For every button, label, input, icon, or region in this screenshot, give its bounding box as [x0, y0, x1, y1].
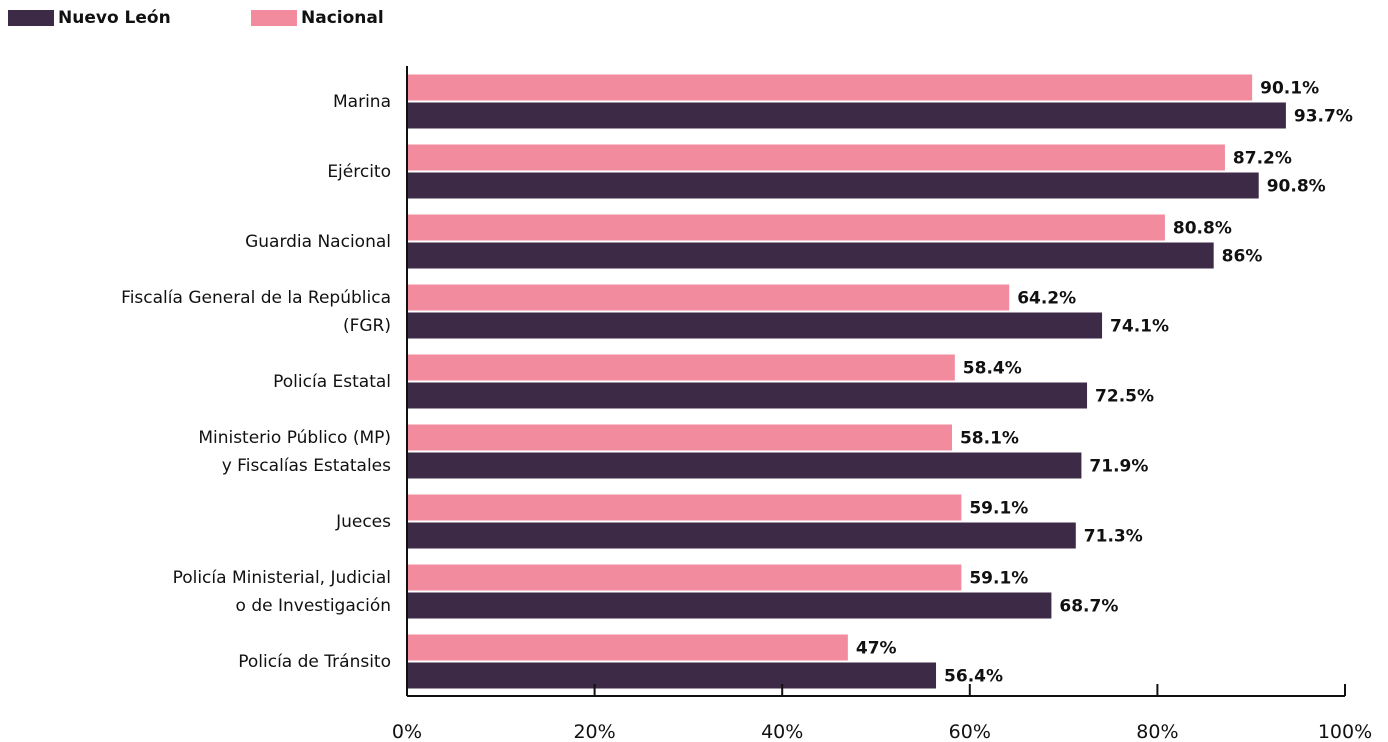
category-label-jueces: Jueces: [335, 512, 391, 532]
bar-nuevo-leon-fiscalia-general-de-la-republica: [407, 312, 1103, 339]
bar-nacional-policia-ministerial-judicial: [407, 564, 962, 591]
category-label-ejercito: Ejército: [327, 162, 391, 182]
x-tick-label-40: 40%: [761, 721, 803, 742]
value-label-nuevo-leon-policia-ministerial-judicial: 68.7%: [1059, 597, 1118, 617]
value-label-nacional-ministerio-publico-mp: 58.1%: [960, 429, 1019, 449]
bar-nuevo-leon-jueces: [407, 522, 1076, 549]
legend-label-nacional: Nacional: [301, 8, 384, 28]
value-label-nacional-policia-estatal: 58.4%: [963, 359, 1022, 379]
value-label-nacional-fiscalia-general-de-la-republica: 64.2%: [1017, 289, 1076, 309]
value-label-nuevo-leon-policia-de-transito: 56.4%: [944, 667, 1003, 687]
legend-item-nacional: Nacional: [251, 8, 384, 28]
legend-swatch-nacional: [251, 10, 297, 26]
bar-nuevo-leon-policia-de-transito: [407, 662, 937, 689]
category-label-guardia-nacional: Guardia Nacional: [245, 232, 391, 252]
bar-nacional-policia-estatal: [407, 354, 955, 381]
bar-nacional-fiscalia-general-de-la-republica: [407, 284, 1010, 311]
value-label-nuevo-leon-jueces: 71.3%: [1084, 527, 1143, 547]
bar-nuevo-leon-marina: [407, 102, 1286, 129]
value-label-nuevo-leon-ejercito: 90.8%: [1267, 177, 1326, 197]
value-label-nacional-jueces: 59.1%: [969, 499, 1028, 519]
legend-item-nuevo-leon: Nuevo León: [8, 8, 171, 28]
value-label-nuevo-leon-marina: 93.7%: [1294, 107, 1353, 127]
category-label-fiscalia-general-de-la-republica: Fiscalía General de la República (FGR): [121, 288, 391, 336]
bar-nacional-marina: [407, 74, 1253, 101]
bar-nacional-guardia-nacional: [407, 214, 1165, 241]
category-label-policia-de-transito: Policía de Tránsito: [238, 652, 391, 672]
bar-nacional-ejercito: [407, 144, 1225, 171]
x-tick-label-60: 60%: [949, 721, 991, 742]
category-label-policia-estatal: Policía Estatal: [273, 372, 391, 392]
legend-swatch-nuevo-leon: [8, 10, 54, 26]
value-label-nuevo-leon-fiscalia-general-de-la-republica: 74.1%: [1110, 317, 1169, 337]
x-tick-label-0: 0%: [392, 721, 422, 742]
value-label-nacional-ejercito: 87.2%: [1233, 149, 1292, 169]
category-label-marina: Marina: [333, 92, 391, 112]
bar-nacional-policia-de-transito: [407, 634, 848, 661]
x-tick-label-80: 80%: [1136, 721, 1178, 742]
value-label-nuevo-leon-ministerio-publico-mp: 71.9%: [1089, 457, 1148, 477]
value-label-nacional-policia-ministerial-judicial: 59.1%: [969, 569, 1028, 589]
value-label-nacional-guardia-nacional: 80.8%: [1173, 219, 1232, 239]
value-label-nacional-marina: 90.1%: [1260, 79, 1319, 99]
x-tick-label-100: 100%: [1318, 721, 1372, 742]
bar-nacional-ministerio-publico-mp: [407, 424, 952, 451]
category-label-policia-ministerial-judicial: Policía Ministerial, Judicial o de Invest…: [173, 568, 391, 616]
value-label-nacional-policia-de-transito: 47%: [856, 639, 897, 659]
x-tick-label-20: 20%: [573, 721, 615, 742]
bar-nuevo-leon-guardia-nacional: [407, 242, 1214, 269]
category-label-ministerio-publico-mp: Ministerio Público (MP) y Fiscalías Estat…: [198, 428, 391, 476]
bar-nuevo-leon-policia-estatal: [407, 382, 1088, 409]
legend-label-nuevo-leon: Nuevo León: [58, 8, 171, 28]
value-label-nuevo-leon-policia-estatal: 72.5%: [1095, 387, 1154, 407]
bar-nacional-jueces: [407, 494, 962, 521]
bar-nuevo-leon-ministerio-publico-mp: [407, 452, 1082, 479]
bar-nuevo-leon-ejercito: [407, 172, 1259, 199]
value-label-nuevo-leon-guardia-nacional: 86%: [1222, 247, 1263, 267]
bar-nuevo-leon-policia-ministerial-judicial: [407, 592, 1052, 619]
